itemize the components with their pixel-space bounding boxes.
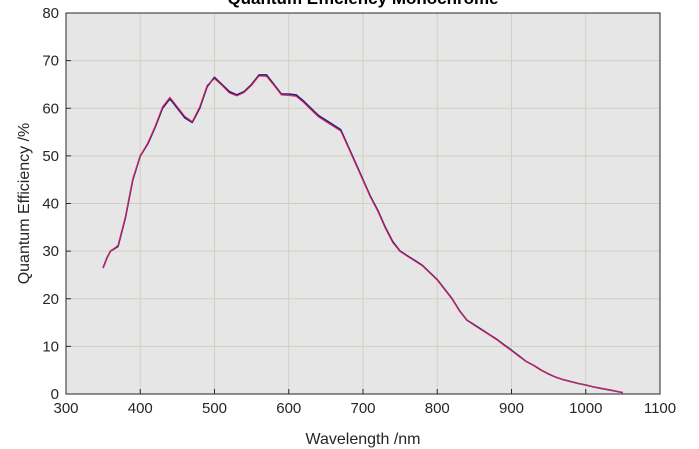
y-tick-label: 50 — [42, 148, 59, 165]
x-axis-title: Wavelength /nm — [305, 431, 420, 448]
y-tick-label: 80 — [42, 5, 59, 22]
qe-series-line-2 — [102, 75, 624, 394]
x-tick-label: 500 — [202, 400, 227, 417]
y-tick-label: 0 — [51, 386, 59, 403]
y-axis-title: Quantum Efficiency /% — [16, 123, 33, 285]
x-tick-label: 300 — [53, 400, 78, 417]
axis-ticks: 300 400 500 600 700 800 900 1000 1100 0 10 20 30 40 50… — [42, 5, 676, 417]
y-tick-label: 60 — [42, 100, 59, 117]
y-tick-label: 40 — [42, 196, 59, 213]
x-tick-label: 1100 — [644, 400, 676, 417]
x-tick-label: 800 — [425, 400, 450, 417]
x-tick-label: 400 — [128, 400, 153, 417]
x-tick-label: 700 — [350, 400, 375, 417]
x-tick-label: 1000 — [569, 400, 602, 417]
chart-title: Quantum Efficiency Monochrome — [227, 0, 498, 8]
y-tick-label: 30 — [42, 243, 59, 260]
series-layer — [102, 74, 624, 394]
x-tick-label: 600 — [276, 400, 301, 417]
y-tick-label: 10 — [42, 338, 59, 355]
y-tick-label: 20 — [42, 291, 59, 308]
x-tick-label: 900 — [499, 400, 524, 417]
y-tick-label: 70 — [42, 53, 59, 70]
